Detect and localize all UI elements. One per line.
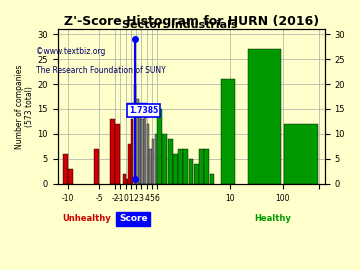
Bar: [168, 139, 172, 184]
Bar: [149, 149, 152, 184]
Bar: [139, 114, 141, 184]
Bar: [178, 149, 183, 184]
Text: ©www.textbiz.org: ©www.textbiz.org: [36, 47, 105, 56]
Bar: [173, 154, 178, 184]
Bar: [194, 164, 199, 184]
Bar: [136, 99, 139, 184]
Bar: [126, 179, 128, 184]
Bar: [157, 109, 162, 184]
Bar: [129, 144, 131, 184]
Bar: [68, 169, 73, 184]
Bar: [248, 49, 281, 184]
Bar: [144, 114, 147, 184]
Bar: [134, 84, 136, 184]
Bar: [123, 174, 126, 184]
Text: Healthy: Healthy: [254, 214, 291, 223]
Bar: [154, 134, 157, 184]
Text: Unhealthy: Unhealthy: [62, 214, 111, 223]
Bar: [189, 159, 193, 184]
Bar: [115, 124, 120, 184]
Text: Score: Score: [119, 214, 148, 223]
Bar: [94, 149, 99, 184]
Y-axis label: Number of companies
(573 total): Number of companies (573 total): [15, 64, 35, 149]
Bar: [141, 119, 144, 184]
Bar: [210, 174, 215, 184]
Bar: [147, 124, 149, 184]
Text: The Research Foundation of SUNY: The Research Foundation of SUNY: [36, 66, 166, 75]
Bar: [152, 139, 154, 184]
Bar: [284, 124, 318, 184]
Bar: [162, 134, 167, 184]
Title: Z'-Score Histogram for HURN (2016): Z'-Score Histogram for HURN (2016): [63, 15, 319, 28]
Bar: [63, 154, 68, 184]
Bar: [204, 149, 209, 184]
Bar: [131, 119, 133, 184]
Text: Sector: Industrials: Sector: Industrials: [122, 20, 238, 30]
Bar: [221, 79, 235, 184]
Text: 1.7385: 1.7385: [129, 106, 158, 115]
Bar: [184, 149, 188, 184]
Bar: [199, 149, 204, 184]
Bar: [110, 119, 115, 184]
